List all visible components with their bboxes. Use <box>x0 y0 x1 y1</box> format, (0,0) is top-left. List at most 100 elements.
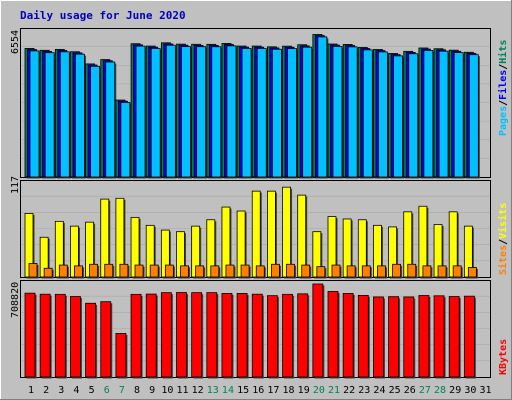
sites-bar <box>437 265 447 278</box>
pages-bar <box>378 51 388 178</box>
kbytes-bar <box>236 293 248 378</box>
sites-bar <box>422 265 432 278</box>
day-label: 19 <box>298 385 310 396</box>
kbytes-bar <box>448 296 460 378</box>
day-label: 11 <box>176 385 188 396</box>
kbytes-bar <box>130 293 142 378</box>
sites-bar <box>316 266 326 278</box>
legend-sep-2: / <box>498 64 509 70</box>
day-label: 14 <box>222 385 234 396</box>
pages-bar <box>302 46 313 178</box>
legend-sites: Sites <box>497 245 509 275</box>
bottom-ymax-label: 708820 <box>10 282 21 318</box>
sites-bar <box>225 264 235 278</box>
kbytes-bar <box>24 292 36 378</box>
pages-bar <box>44 52 55 178</box>
legend-visits: Visits <box>497 203 509 239</box>
bottom-legend: KBytes <box>498 339 509 375</box>
day-label: 10 <box>161 385 173 396</box>
pages-bar <box>423 50 434 178</box>
day-label: 5 <box>89 385 95 396</box>
pages-bar <box>317 36 328 178</box>
sites-bar <box>361 265 371 278</box>
kbytes-bar <box>85 302 96 378</box>
kbytes-bar <box>418 295 430 378</box>
chart-title: Daily usage for June 2020 <box>20 9 186 22</box>
kbytes-bar <box>100 301 112 378</box>
pages-bar <box>347 46 358 178</box>
kbytes-bar <box>160 292 172 378</box>
pages-bar <box>256 48 267 178</box>
sites-bar <box>149 264 159 278</box>
day-label: 17 <box>267 385 279 396</box>
day-label: 25 <box>389 385 401 396</box>
day-label: 15 <box>237 385 249 396</box>
pages-bar <box>75 53 85 178</box>
pages-bar <box>105 61 116 178</box>
sites-bar <box>255 265 265 278</box>
top-legend: Pages/Files/Hits <box>497 40 509 136</box>
pages-bar <box>150 48 161 178</box>
sites-bar <box>28 263 38 278</box>
sites-bar <box>331 264 341 278</box>
day-label: 20 <box>313 385 325 396</box>
kbytes-bar <box>221 293 233 378</box>
kbytes-bar <box>312 283 324 378</box>
kbytes-bar <box>357 294 369 378</box>
day-label: 13 <box>207 385 219 396</box>
day-label: 8 <box>134 385 140 396</box>
middle-legend: Sites/Visits <box>497 203 509 275</box>
pages-bar <box>29 50 40 178</box>
sites-bar <box>164 264 174 278</box>
pages-bar <box>165 44 176 178</box>
sites-bar <box>346 265 356 278</box>
day-labels: 1 2 3 4 5 6 7 8 9 10 11 12 13 14 15 16 17 18 19 20 21 22 23 24 2… <box>28 385 492 396</box>
kbytes-bar <box>433 295 445 378</box>
kbytes-bar <box>342 293 354 378</box>
day-label: 28 <box>434 385 446 396</box>
day-label: 29 <box>449 385 461 396</box>
legend-pages: Pages <box>498 106 509 136</box>
day-label: 3 <box>58 385 64 396</box>
sites-bar <box>286 263 295 278</box>
sites-bar <box>377 265 386 278</box>
day-label: 21 <box>328 385 340 396</box>
day-label: 2 <box>43 385 49 396</box>
pages-bar <box>271 48 282 178</box>
middle-ymax-label: 117 <box>10 176 21 194</box>
pages-bar <box>438 50 449 178</box>
sites-bar <box>180 265 189 278</box>
sites-bar <box>119 263 129 278</box>
sites-bar <box>392 263 402 278</box>
pages-bar <box>453 52 464 178</box>
visits-bar <box>282 186 291 278</box>
kbytes-bar <box>463 295 475 378</box>
kbytes-bar <box>403 296 415 378</box>
kbytes-bar <box>388 296 400 378</box>
kbytes-bar <box>176 292 187 378</box>
day-label: 6 <box>104 385 110 396</box>
kbytes-bar <box>206 292 218 378</box>
legend-hits: Hits <box>497 40 509 64</box>
day-label: 30 <box>464 385 476 396</box>
sites-bar <box>452 265 462 278</box>
pages-bar <box>393 55 404 178</box>
legend-files: Files <box>497 70 509 100</box>
pages-bar <box>287 48 297 178</box>
legend-sep-3: / <box>498 239 509 245</box>
pages-bar <box>468 54 479 178</box>
legend-sep-1: / <box>498 100 509 106</box>
pages-bar <box>135 45 146 178</box>
pages-bar <box>211 46 222 178</box>
day-label: 23 <box>358 385 370 396</box>
day-label: 12 <box>192 385 204 396</box>
day-label: 4 <box>73 385 79 396</box>
sites-bar <box>58 264 68 278</box>
pages-bar <box>59 51 70 178</box>
day-label: 22 <box>343 385 355 396</box>
kbytes-bar <box>115 333 127 378</box>
sites-bar <box>210 265 220 278</box>
kbytes-bar <box>54 293 66 378</box>
pages-bar <box>181 46 191 178</box>
kbytes-bar <box>70 296 81 378</box>
